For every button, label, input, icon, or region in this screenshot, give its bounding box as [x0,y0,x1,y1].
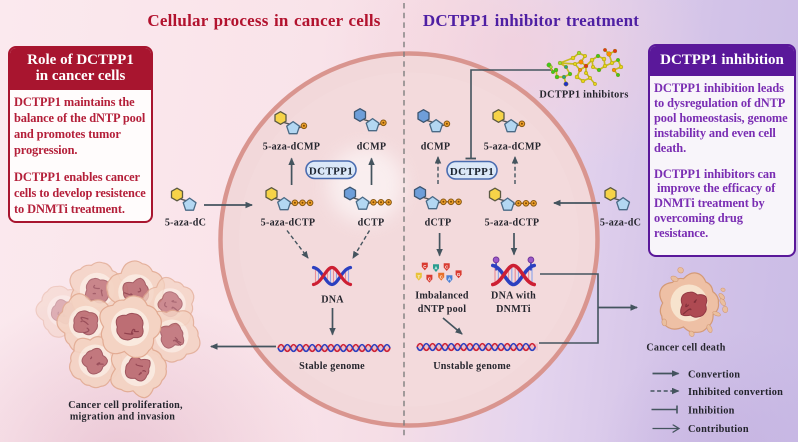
svg-text:C: C [423,264,427,269]
svg-text:DNA: DNA [321,295,344,306]
svg-text:DCTPP1 inhibitors: DCTPP1 inhibitors [539,90,628,101]
svg-text:T: T [417,274,420,279]
svg-text:dCMP: dCMP [357,142,387,153]
svg-text:5-aza-dCMP: 5-aza-dCMP [484,142,541,153]
svg-text:Contribution: Contribution [688,424,749,435]
svg-text:migration and invasion: migration and invasion [70,412,175,423]
svg-text:dCTP: dCTP [425,218,452,229]
svg-text:Cancer cell death: Cancer cell death [646,343,725,354]
svg-text:5-aza-dCMP: 5-aza-dCMP [263,142,320,153]
svg-text:Inhibition: Inhibition [688,406,735,417]
svg-text:5-aza-dCTP: 5-aza-dCTP [485,218,540,229]
svg-text:Unstable genome: Unstable genome [433,361,511,372]
svg-text:Convertion: Convertion [688,370,740,381]
svg-text:dNTP pool: dNTP pool [418,304,467,315]
svg-text:C: C [440,274,444,279]
svg-text:DNA with: DNA with [491,291,536,302]
svg-text:C: C [428,276,432,281]
svg-text:A: A [434,266,438,271]
svg-text:Cancer cell proliferation,: Cancer cell proliferation, [68,400,183,411]
svg-text:Inhibited convertion: Inhibited convertion [688,387,783,398]
svg-text:dCMP: dCMP [421,142,451,153]
svg-text:5-aza-dC: 5-aza-dC [165,218,206,229]
svg-text:5-aza-dCTP: 5-aza-dCTP [261,218,316,229]
svg-text:G: G [457,272,461,277]
svg-text:dCTP: dCTP [358,218,385,229]
svg-text:Stable genome: Stable genome [299,361,365,372]
svg-text:Imbalanced: Imbalanced [415,291,469,302]
svg-text:DCTPP1: DCTPP1 [309,165,353,177]
svg-text:DCTPP1: DCTPP1 [450,166,494,178]
svg-text:5-aza-dC: 5-aza-dC [600,218,641,229]
svg-text:C: C [445,265,449,270]
svg-text:DNMTi: DNMTi [496,304,531,315]
svg-text:A: A [448,277,452,282]
